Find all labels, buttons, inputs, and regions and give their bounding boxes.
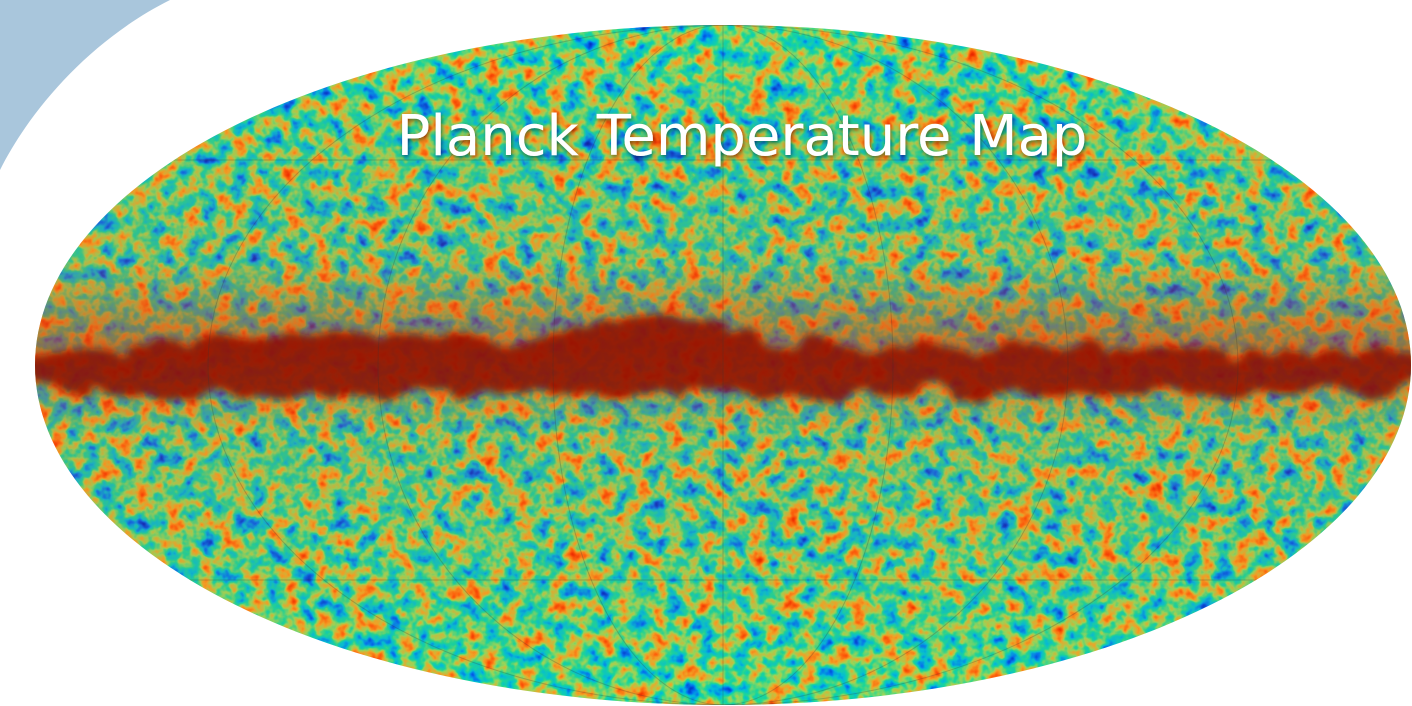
slide: Planck Temperature Map	[0, 0, 1412, 706]
corner-decoration	[0, 0, 170, 170]
title: Planck Temperature Map	[397, 104, 1088, 169]
